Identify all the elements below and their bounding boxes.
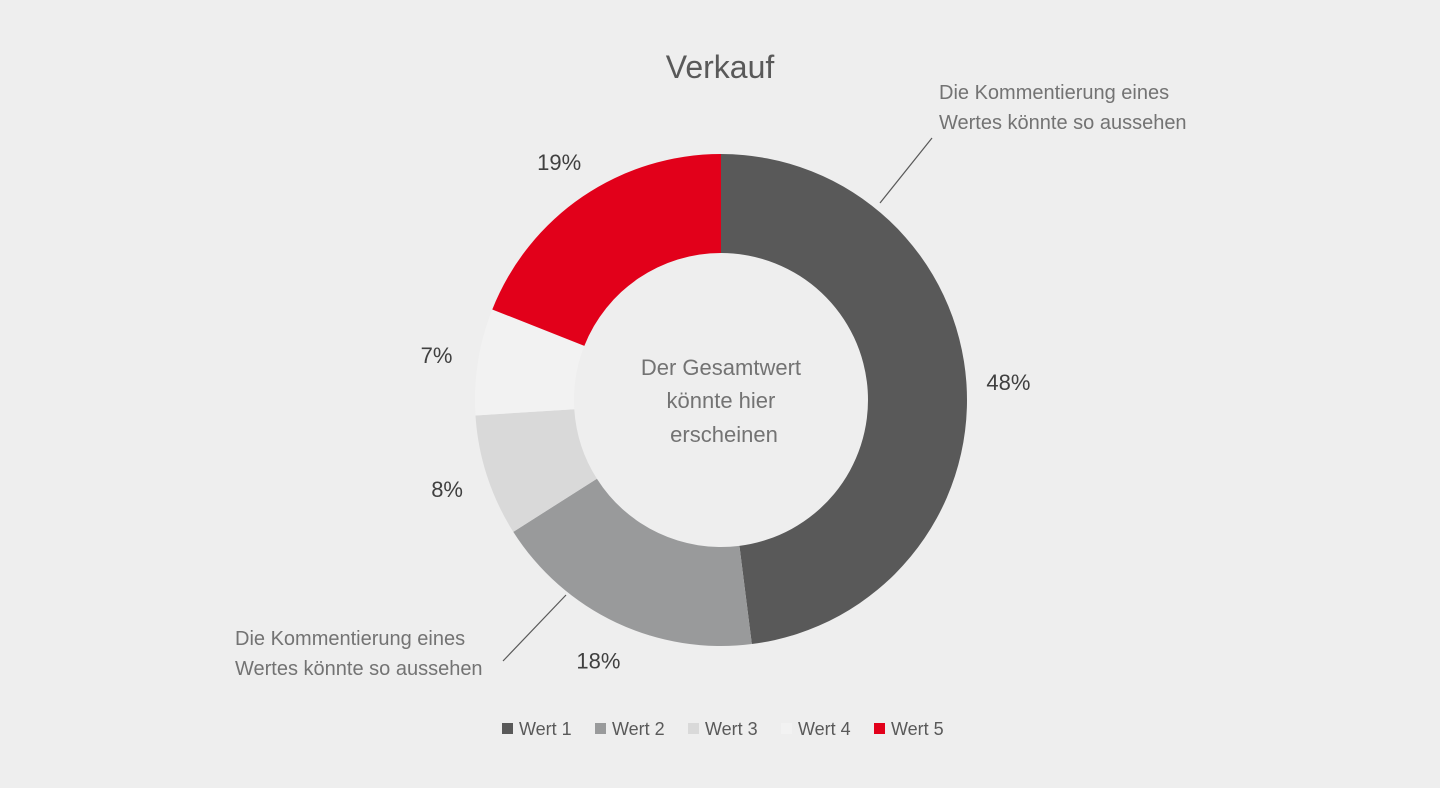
annotation-wert-1: Die Kommentierung eines Wertes könnte so… [879,82,1187,204]
annotation-1-line-1: Die Kommentierung eines [939,82,1169,104]
annotation-2-line-2: Wertes könnte so aussehen [235,658,483,680]
legend-swatch-wert-3 [688,723,699,734]
center-text-line-1: Der Gesamtwert [641,355,801,380]
legend-swatch-wert-4 [781,723,792,734]
data-labels: 48% 18% 8% 7% 19% [421,150,1031,674]
legend-swatch-wert-5 [874,723,885,734]
legend-swatch-wert-2 [595,723,606,734]
annotation-text-2: Die Kommentierung eines Wertes könnte so… [235,628,483,680]
center-text: Der Gesamtwert könnte hier erscheinen [641,355,807,447]
annotation-leader-line-1 [879,137,933,204]
data-label-wert-4: 7% [421,343,453,368]
slice-wert-4 [475,309,585,416]
data-label-wert-1: 48% [986,370,1030,395]
slice-wert-2 [513,478,752,647]
slice-wert-5 [492,154,721,346]
annotation-2-line-1: Die Kommentierung eines [235,628,465,650]
legend-label-wert-3: Wert 3 [705,719,758,739]
legend-label-wert-5: Wert 5 [891,719,944,739]
annotation-wert-2: Die Kommentierung eines Wertes könnte so… [235,594,567,680]
data-label-wert-2: 18% [576,649,620,674]
legend-label-wert-4: Wert 4 [798,719,851,739]
center-text-line-3: erscheinen [670,422,778,447]
data-label-wert-3: 8% [431,477,463,502]
legend-label-wert-1: Wert 1 [519,719,572,739]
legend-label-wert-2: Wert 2 [612,719,665,739]
center-text-line-2: könnte hier [667,388,776,413]
legend: Wert 1 Wert 2 Wert 3 Wert 4 Wert 5 [502,719,944,739]
chart-title: Verkauf [666,49,775,85]
legend-swatch-wert-1 [502,723,513,734]
annotation-1-line-2: Wertes könnte so aussehen [939,112,1187,134]
slice-wert-1 [721,154,968,645]
donut-slices [475,154,968,647]
annotation-text-1: Die Kommentierung eines Wertes könnte so… [939,82,1187,134]
slice-wert-3 [475,409,597,532]
annotation-leader-line-2 [502,594,567,662]
data-label-wert-5: 19% [537,150,581,175]
